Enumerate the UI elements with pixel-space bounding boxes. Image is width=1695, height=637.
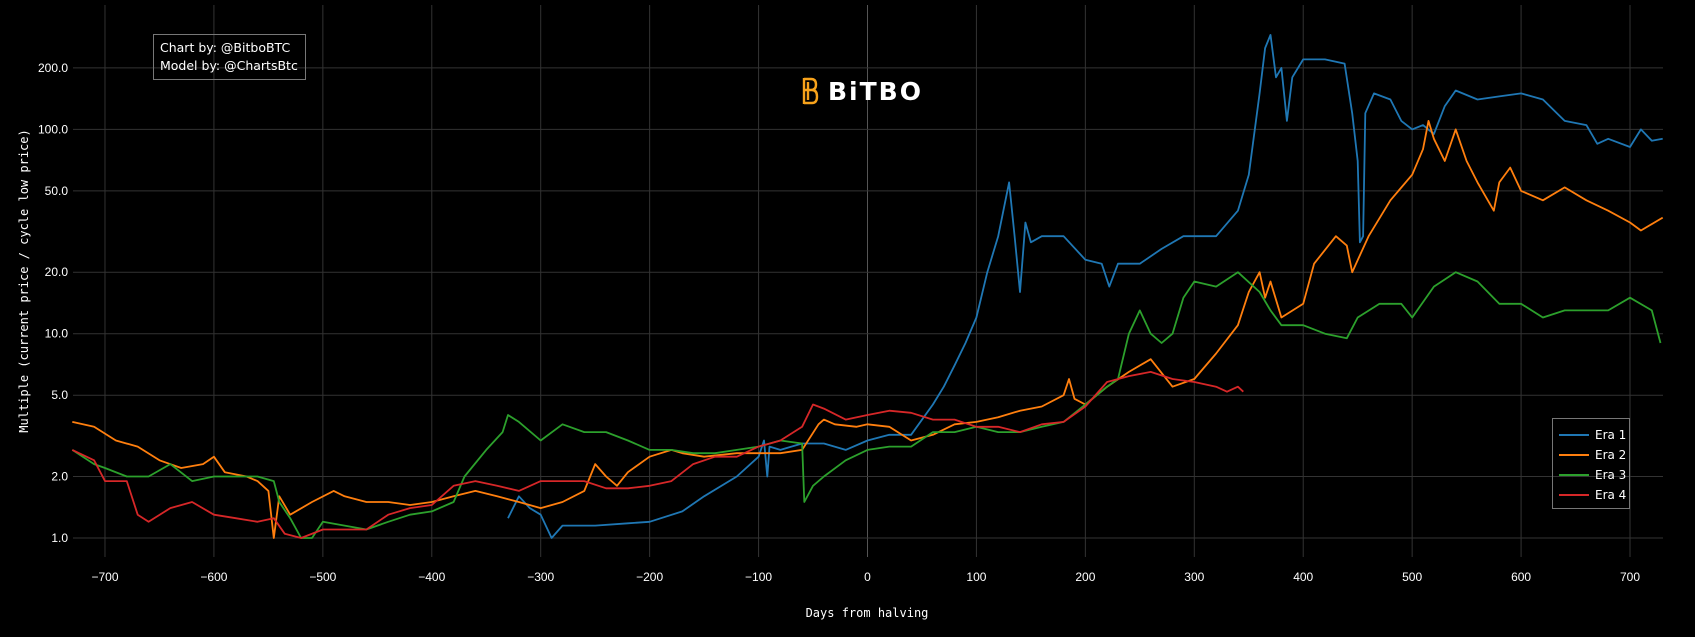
- legend-swatch: [1559, 454, 1589, 456]
- y-axis-ticks: 1.0 2.0 5.0 10.0 20.0 50.0 100.0 200.0: [38, 61, 68, 545]
- series-line-era-3: [71, 271, 1662, 539]
- y-tick-label: 100.0: [38, 122, 68, 136]
- x-tick-label: −400: [418, 570, 445, 584]
- series-line-era-4: [71, 371, 1244, 539]
- y-tick-label: 1.0: [51, 531, 68, 545]
- x-axis-title: Days from halving: [806, 606, 929, 620]
- x-tick-label: −100: [745, 570, 772, 584]
- x-tick-label: 500: [1402, 570, 1422, 584]
- x-tick-label: −300: [527, 570, 554, 584]
- x-tick-label: 200: [1075, 570, 1095, 584]
- series-line-era-1: [507, 34, 1663, 539]
- x-tick-label: −200: [636, 570, 663, 584]
- y-tick-label: 2.0: [51, 470, 68, 484]
- x-tick-label: 700: [1620, 570, 1640, 584]
- x-tick-label: −600: [200, 570, 227, 584]
- legend-item-era-1[interactable]: Era 1: [1559, 425, 1629, 445]
- legend-swatch: [1559, 474, 1589, 476]
- series-line-era-2: [72, 120, 1664, 539]
- legend-swatch: [1559, 434, 1589, 436]
- y-tick-label: 50.0: [45, 184, 69, 198]
- legend-swatch: [1559, 494, 1589, 496]
- x-tick-label: −700: [91, 570, 118, 584]
- grid: [73, 5, 1663, 557]
- y-tick-label: 5.0: [51, 388, 68, 402]
- legend-label: Era 4: [1595, 488, 1627, 502]
- legend-label: Era 1: [1595, 428, 1627, 442]
- y-tick-label: 200.0: [38, 61, 68, 75]
- series-lines: [71, 34, 1664, 539]
- chart-credit: Chart by: @BitboBTC: [160, 40, 291, 55]
- x-tick-label: 600: [1511, 570, 1531, 584]
- y-axis-title: Multiple (current price / cycle low pric…: [17, 129, 31, 432]
- legend: Era 1 Era 2 Era 3 Era 4: [1552, 418, 1630, 509]
- x-tick-label: 400: [1293, 570, 1313, 584]
- bitbo-logo-icon: [802, 77, 819, 105]
- bitbo-logo: BiTBO: [800, 76, 923, 106]
- bitbo-logo-text: BiTBO: [828, 76, 923, 106]
- x-tick-label: −500: [309, 570, 336, 584]
- x-tick-label: 0: [864, 570, 871, 584]
- y-tick-label: 10.0: [45, 327, 69, 341]
- legend-label: Era 3: [1595, 468, 1627, 482]
- x-tick-label: 100: [966, 570, 986, 584]
- legend-item-era-3[interactable]: Era 3: [1559, 465, 1629, 485]
- y-tick-label: 20.0: [45, 265, 69, 279]
- model-credit: Model by: @ChartsBtc: [160, 58, 298, 73]
- attribution-annotation: Chart by: @BitboBTC Model by: @ChartsBtc: [153, 34, 306, 80]
- x-tick-label: 300: [1184, 570, 1204, 584]
- legend-item-era-2[interactable]: Era 2: [1559, 445, 1629, 465]
- legend-item-era-4[interactable]: Era 4: [1559, 485, 1629, 505]
- x-axis-ticks: −700 −600 −500 −400 −300 −200 −100 0 100 200 300 40…: [91, 570, 1640, 584]
- legend-label: Era 2: [1595, 448, 1627, 462]
